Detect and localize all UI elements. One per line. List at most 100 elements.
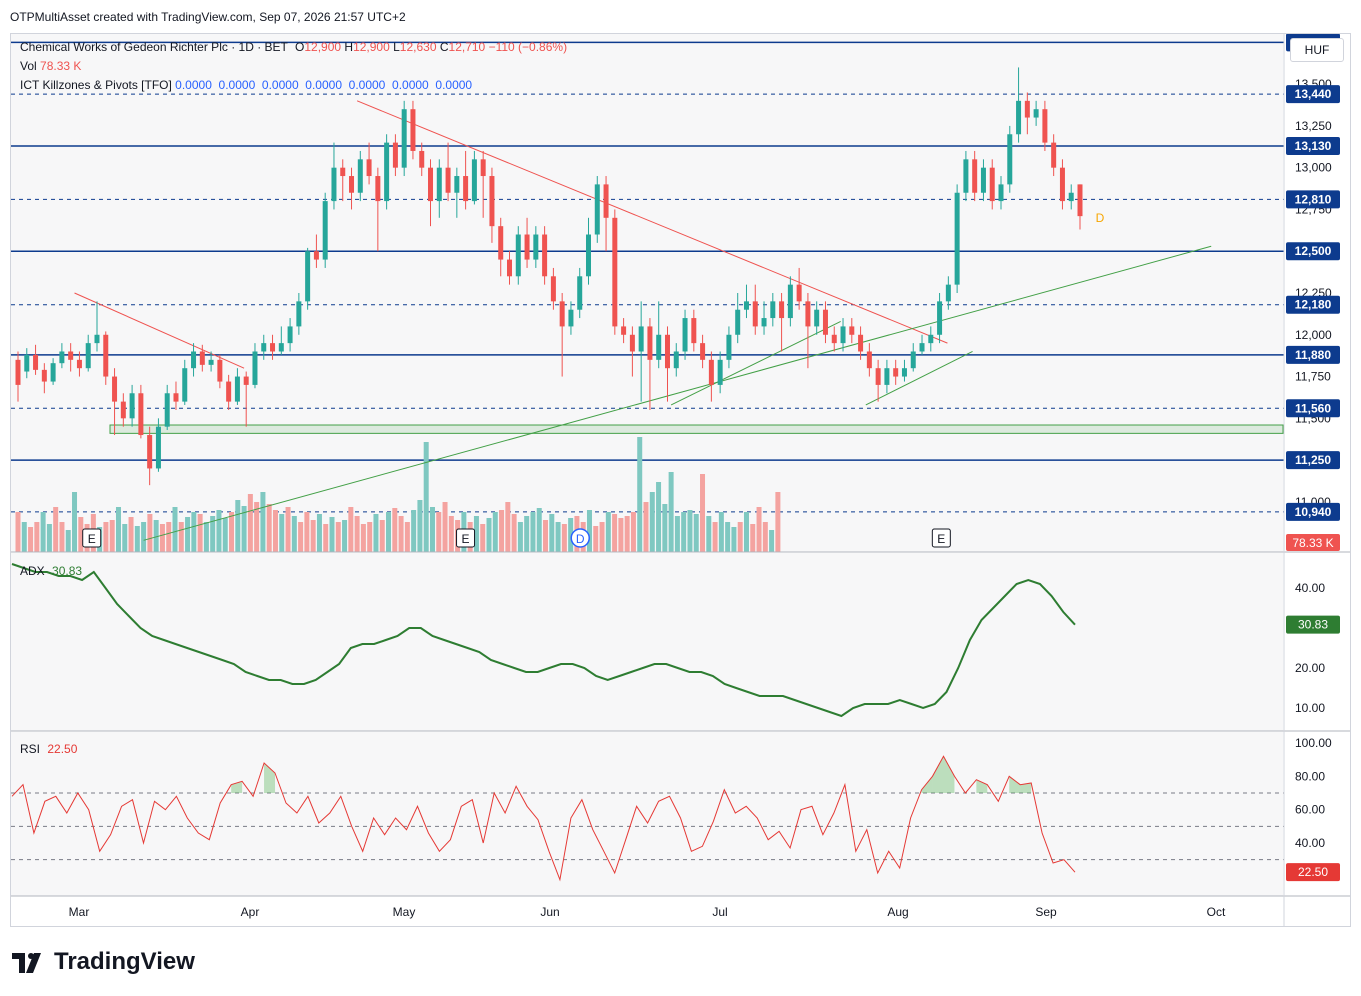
- dividend-marker-icon[interactable]: [570, 528, 590, 548]
- adx-line: [11, 563, 1076, 718]
- indicator-legend[interactable]: ICT Killzones & Pivots [TFO] 0.0000 0.00…: [20, 78, 472, 92]
- earnings-marker-icon[interactable]: [82, 528, 102, 548]
- level-label-bg: [1286, 136, 1340, 155]
- candle-body: [366, 159, 372, 177]
- rsi-legend[interactable]: RSI 22.50: [20, 742, 77, 756]
- candle-body: [243, 376, 249, 385]
- price-tick-label: 11,750: [1295, 370, 1331, 384]
- candle-body: [270, 343, 276, 352]
- trendline-down-2: [356, 100, 948, 344]
- adx-layer: [11, 563, 1076, 718]
- volume-label-bg: [1286, 534, 1340, 551]
- candle-body: [305, 251, 311, 302]
- volume-bar: [762, 522, 768, 552]
- volume-bar: [310, 520, 316, 552]
- tradingview-logo[interactable]: TradingView: [12, 948, 195, 976]
- currency-badge[interactable]: HUF: [1290, 38, 1344, 62]
- volume-bar: [618, 518, 624, 552]
- volume-bar: [335, 522, 341, 552]
- volume-bar: [216, 510, 222, 552]
- levels-layer: [11, 41, 1284, 513]
- x-tick-label: Aug: [887, 905, 908, 919]
- candle-body: [937, 301, 943, 335]
- candle-body: [515, 234, 521, 277]
- earnings-marker-icon[interactable]: [456, 528, 476, 548]
- frame: [10, 33, 1351, 927]
- volume-bar: [687, 510, 693, 552]
- rsi-overbought-fill: [921, 776, 933, 793]
- volume-legend[interactable]: Vol 78.33 K: [20, 59, 81, 73]
- candle-body: [173, 393, 179, 402]
- rsi-label: RSI: [20, 742, 41, 756]
- level-label-bg: [1286, 85, 1340, 104]
- volume-bar: [769, 530, 775, 552]
- candle-body: [901, 368, 907, 377]
- candle-body: [822, 309, 828, 335]
- rsi-value-label: 22.50: [1298, 865, 1328, 879]
- candle-body: [673, 351, 679, 369]
- candle-body: [489, 176, 495, 227]
- candle-body: [980, 167, 986, 193]
- vol-value: 78.33 K: [40, 59, 82, 73]
- symbol-legend[interactable]: Chemical Works of Gedeon Richter Plc · 1…: [20, 40, 567, 54]
- ohlc-h: 12,900: [353, 40, 390, 54]
- level-label-bg: [1286, 190, 1340, 209]
- volume-bar: [517, 522, 523, 552]
- level-label: 11,250: [1295, 453, 1331, 467]
- candle-body: [805, 301, 811, 327]
- level-label-bg: [1286, 345, 1340, 364]
- adx-tick-label: 10.00: [1295, 701, 1325, 715]
- zone-layer: [109, 424, 1284, 434]
- candle-body: [972, 159, 978, 193]
- rsi-tick-label: 40.00: [1295, 836, 1325, 850]
- candle-body: [349, 176, 355, 193]
- candle-body: [24, 354, 30, 372]
- candle-body: [533, 234, 539, 260]
- candle-body: [471, 159, 477, 202]
- volume-bar: [53, 507, 59, 552]
- candle-body: [33, 354, 39, 370]
- candle-body: [1068, 192, 1074, 202]
- volume-bar: [536, 508, 542, 552]
- volume-bar: [304, 512, 310, 552]
- volume-bar: [147, 514, 153, 552]
- volume-bar: [159, 524, 165, 552]
- markers-layer: E E D E D: [82, 211, 1105, 548]
- axis-layer: 13,50013,25013,00012,75012,25012,00011,7…: [1286, 33, 1340, 882]
- earnings-marker-icon[interactable]: [931, 528, 951, 548]
- adx-legend[interactable]: ADX 30.83: [20, 564, 82, 578]
- volume-bar: [543, 520, 549, 552]
- candle-body: [463, 176, 469, 202]
- volume-bar: [706, 516, 712, 552]
- rsi-overbought-fill: [976, 779, 988, 793]
- volume-bar: [492, 512, 498, 552]
- candle-body: [542, 234, 548, 277]
- candle-body: [752, 301, 758, 327]
- volume-bar: [141, 522, 147, 552]
- volume-bar: [34, 522, 40, 552]
- volume-bar: [505, 502, 511, 552]
- volume-bar: [15, 512, 21, 552]
- volume-bar: [775, 492, 781, 552]
- candle-body: [638, 326, 644, 352]
- candle-body: [735, 309, 741, 335]
- adx-tick-label: 40.00: [1295, 581, 1325, 595]
- volume-bar: [637, 437, 643, 552]
- volume-bar: [511, 514, 517, 552]
- candle-body: [594, 184, 600, 235]
- price-pane-bg: [11, 34, 1283, 552]
- candle-body: [208, 359, 214, 365]
- volume-bar: [681, 512, 687, 552]
- candle-body: [1042, 109, 1048, 143]
- volume-layer: [15, 437, 781, 552]
- candle-body: [155, 426, 161, 469]
- level-label: 11,560: [1295, 401, 1331, 415]
- volume-bar: [700, 474, 706, 552]
- candle-body: [410, 109, 416, 151]
- volume-bar: [599, 522, 605, 552]
- volume-bar: [612, 514, 618, 552]
- volume-bar: [549, 514, 555, 552]
- volume-bar: [329, 517, 335, 552]
- adx-label: ADX: [20, 564, 45, 578]
- candle-body: [445, 167, 451, 193]
